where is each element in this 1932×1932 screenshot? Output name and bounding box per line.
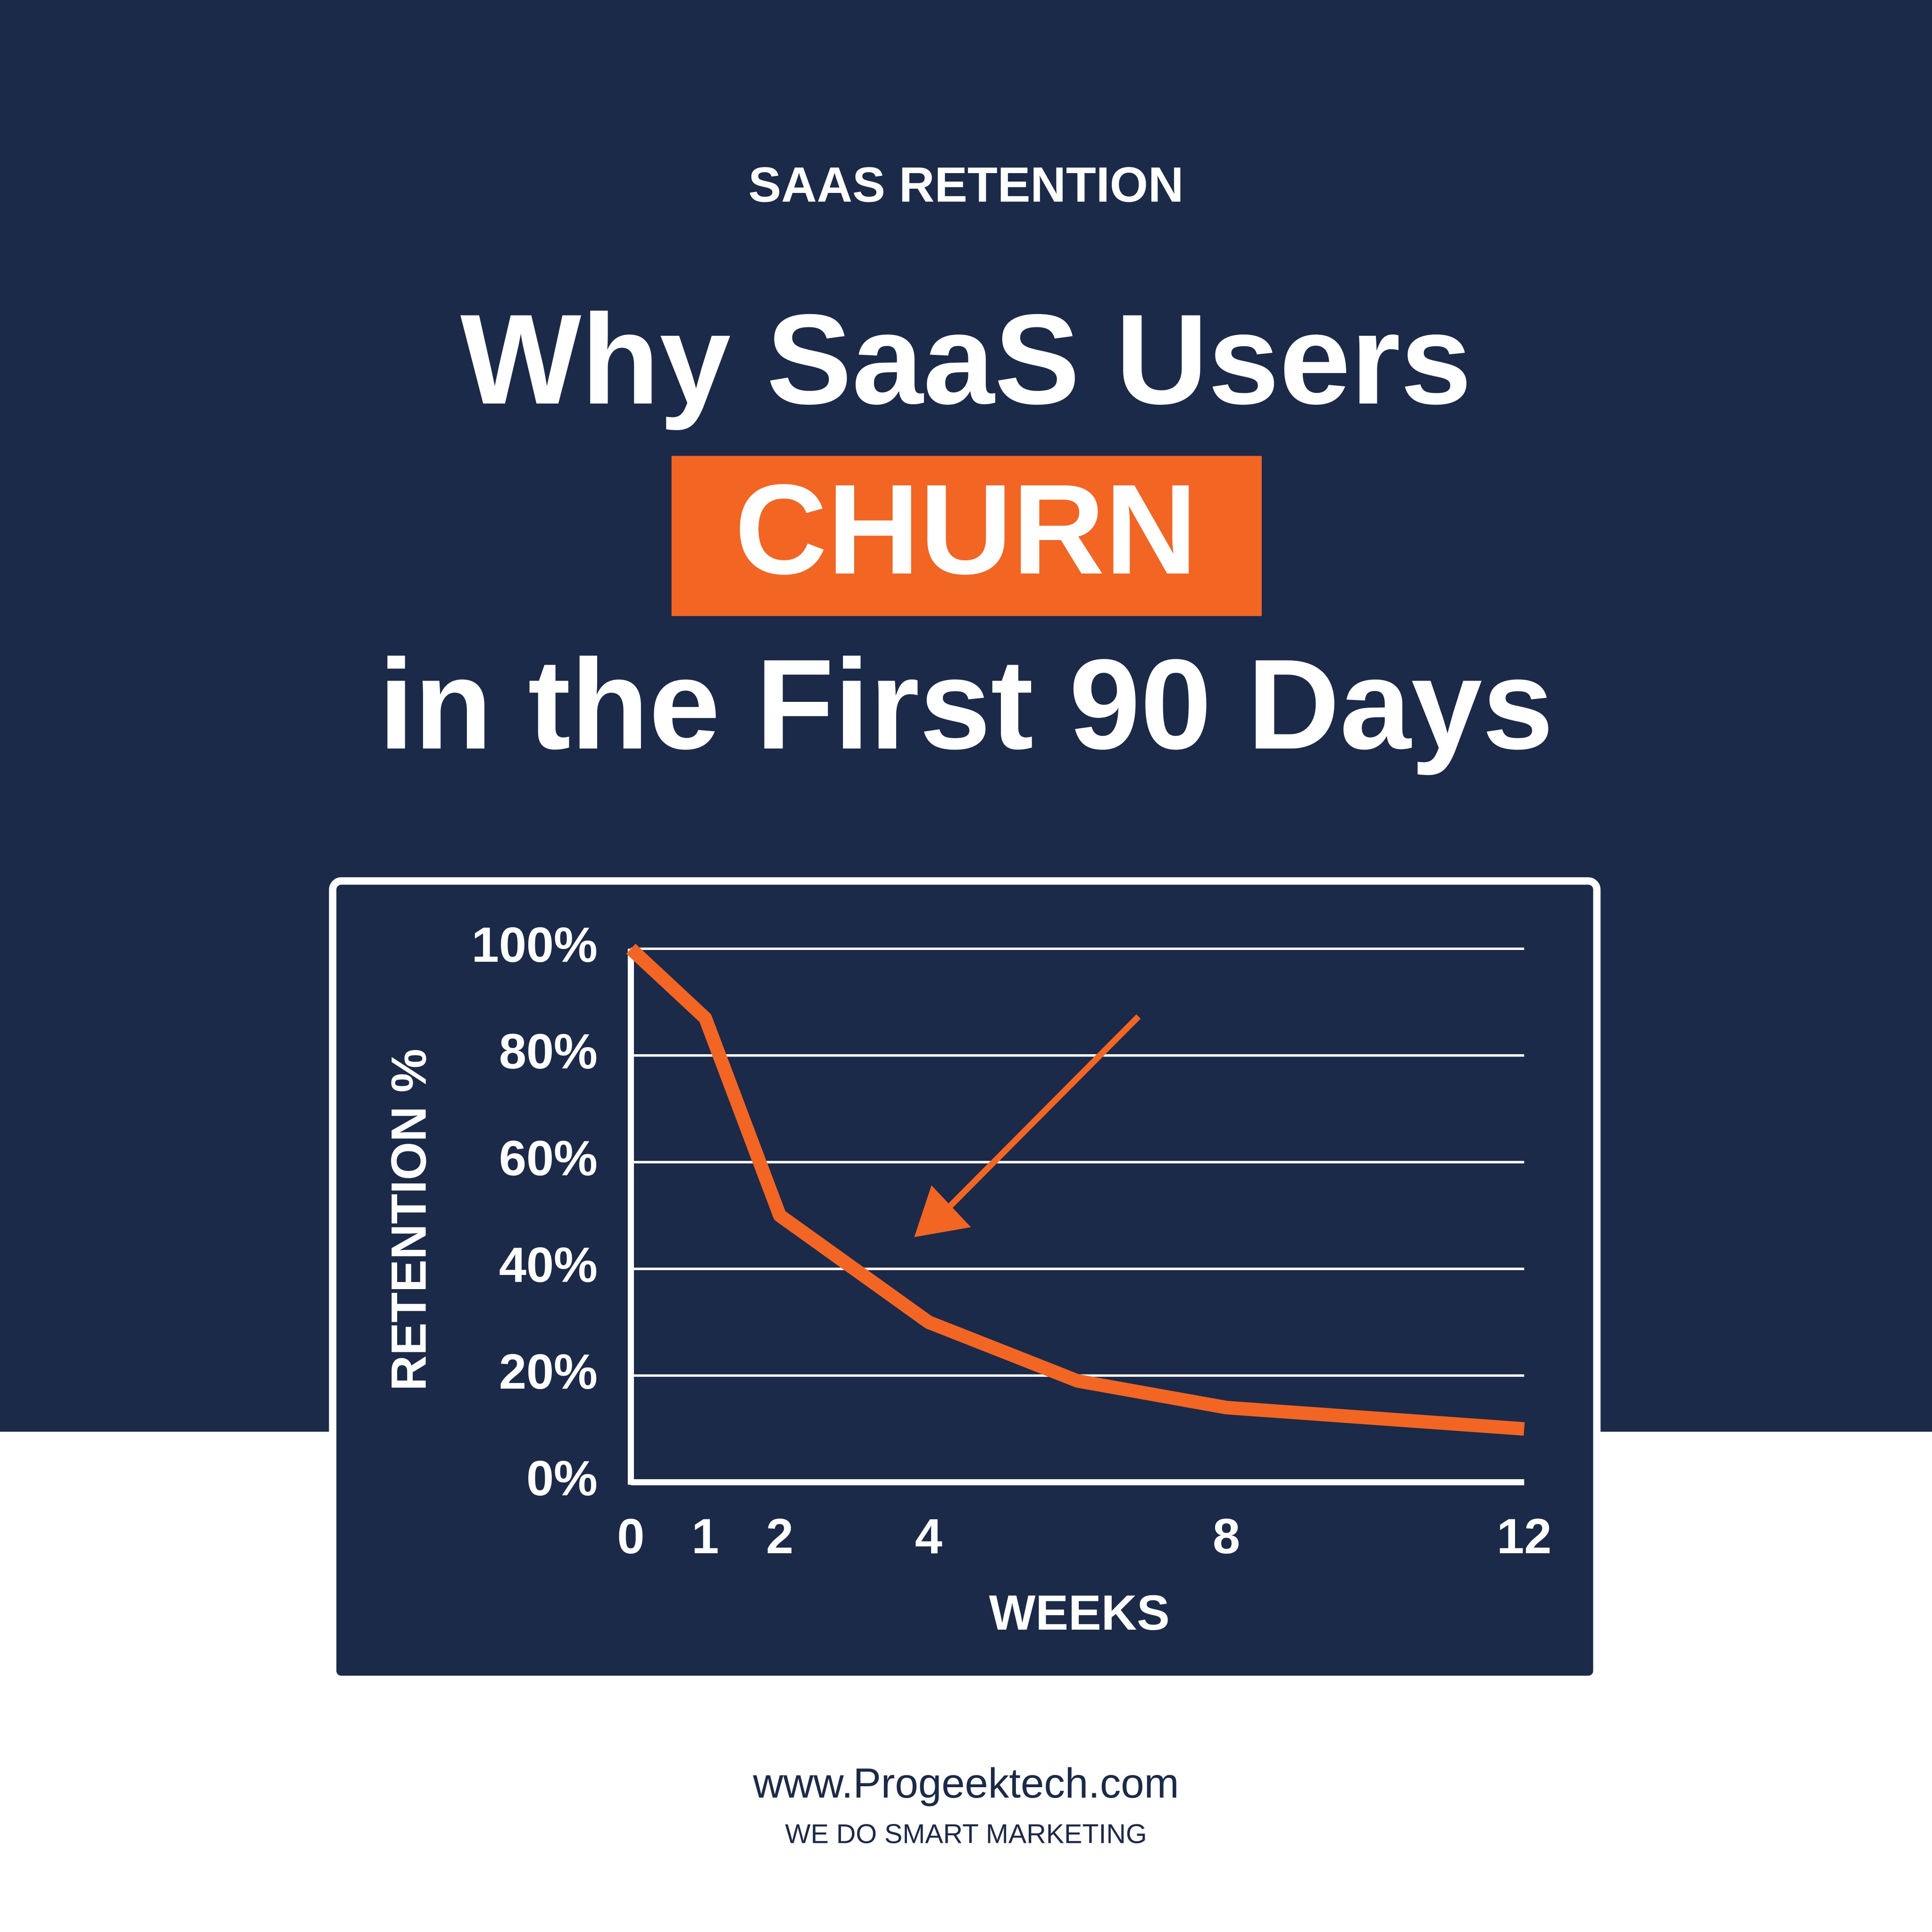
- y-tick-label: 100%: [472, 917, 598, 973]
- annotation-arrow: [914, 1014, 1141, 1237]
- y-tick-label: 20%: [499, 1344, 598, 1399]
- x-tick-label: 8: [1213, 1509, 1240, 1564]
- x-tick-label: 4: [915, 1509, 942, 1564]
- x-tick-label: 1: [691, 1509, 719, 1564]
- y-tick-label: 0%: [526, 1451, 598, 1506]
- x-tick-label: 12: [1497, 1509, 1551, 1564]
- footer-url: www.Progeektech.com: [752, 1760, 1179, 1807]
- y-axis-label: RETENTION %: [382, 1049, 437, 1391]
- line-series: [626, 943, 1525, 1436]
- highlight: CHURN: [735, 458, 1198, 601]
- arrow-shaft: [934, 1014, 1141, 1222]
- y-tick-label: 40%: [499, 1238, 598, 1293]
- title-line: Why SaaS Users: [460, 287, 1472, 431]
- y-tick-label: 80%: [499, 1024, 598, 1079]
- kicker: SAAS RETENTION: [749, 157, 1184, 212]
- arrow-head: [914, 1185, 971, 1237]
- x-axis-label: WEEKS: [989, 1585, 1170, 1641]
- highlight-box: [671, 456, 1262, 616]
- plot: 0%20%40%60%80%100%0 1 2 4 8 12: [472, 917, 1552, 1564]
- x-tick-label: 2: [766, 1509, 793, 1564]
- footer-tagline: WE DO SMART MARKETING: [785, 1819, 1147, 1849]
- x-tick-label: 0: [617, 1509, 644, 1564]
- y-tick-label: 60%: [499, 1131, 598, 1186]
- title-line: in the First 90 Days: [378, 633, 1553, 776]
